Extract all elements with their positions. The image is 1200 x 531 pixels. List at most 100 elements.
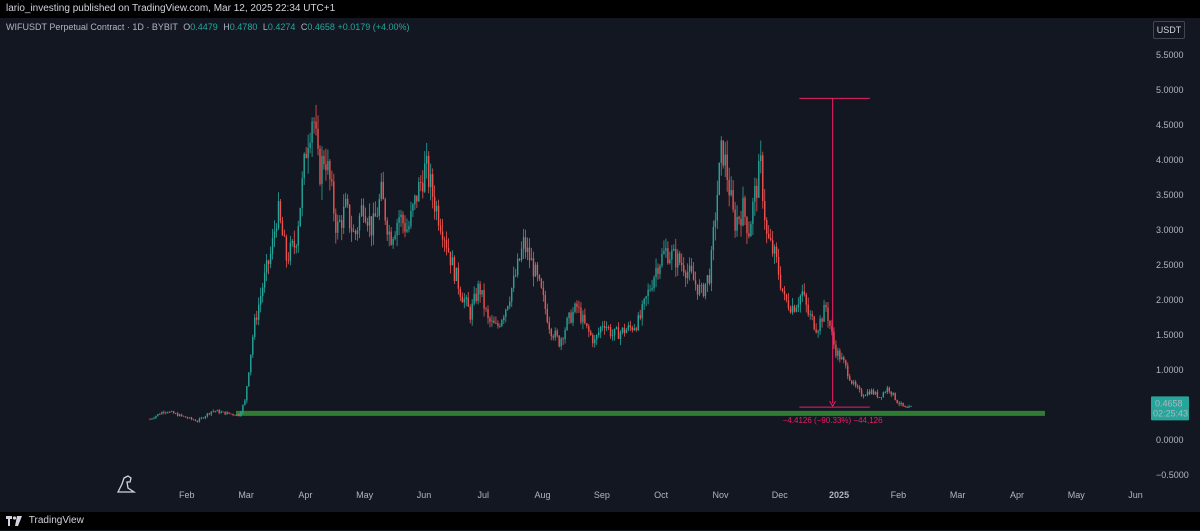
candle-body [548,322,550,330]
candle-body [362,205,365,217]
candle-body [637,315,639,330]
candle-body [777,257,780,275]
candle-body [232,413,234,415]
candle-body [874,391,877,395]
candle-body [726,154,728,180]
candle-body [530,258,533,261]
candle-body [524,237,527,253]
candle-body [801,291,803,296]
candle-body [783,290,786,295]
candle-body [665,248,667,251]
candle-body [402,214,404,224]
candle-body [477,283,479,301]
candle-body [821,318,823,322]
candle-body [370,216,373,236]
candle-body [779,274,782,289]
candle-body [516,258,519,276]
candle-body [686,271,689,279]
time-tick-label: Dec [772,490,789,500]
time-axis[interactable]: Feb Mar Apr May Jun Jul Aug Sep Oct Nov Dec 2025 Feb… [179,490,1143,500]
candle-body [238,414,240,416]
candle-body [528,247,531,261]
time-tick-label: Mar [950,490,966,500]
price-tick-label: 0.0000 [1156,435,1184,445]
candle-body [200,417,203,419]
currency-button[interactable]: USDT [1153,21,1185,39]
price-axis[interactable]: 5.5000 5.0000 4.5000 4.0000 3.5000 3.0000 2.50… [1156,50,1189,480]
candle-body [368,216,371,226]
low-label: L [262,22,268,32]
candle-body [487,309,489,319]
candle-body [258,304,260,320]
candle-body [281,220,284,236]
candle-body [764,201,766,221]
candle-body [789,308,792,313]
time-tick-label: May [356,490,374,500]
candle-body [230,413,232,415]
measure-tool[interactable]: −4.4126 (−90.33%) −44,126 [783,97,883,425]
candle-body [667,248,669,264]
candle-body [594,339,596,344]
price-chart[interactable]: 5.5000 5.0000 4.5000 4.0000 3.5000 3.0000 2.50… [0,18,1200,512]
candle-body [180,414,183,416]
candle-body [293,241,295,248]
candle-body [588,326,590,332]
change-value: +0.0179 (+4.00%) [337,22,410,32]
candle-body [696,284,699,295]
candle-body [627,325,630,330]
candle-body [277,201,280,229]
candle-body [803,291,805,295]
candle-body [797,304,800,308]
symbol-title: WIFUSDT Perpetual Contract · 1D · BYBIT [6,22,178,32]
candle-body [552,336,554,338]
price-tick-label: 5.0000 [1156,85,1184,95]
high-label: H [223,22,230,32]
candle-body [246,386,248,401]
candle-body [609,327,612,337]
candle-body [218,410,220,414]
candle-body [546,309,549,323]
candle-body [378,199,380,216]
candle-body [337,221,339,233]
candle-body [590,331,592,335]
candle-body [333,181,335,214]
measure-arrow-icon [829,400,837,408]
candle-body [793,305,796,312]
candle-body [540,279,543,288]
candle-body [269,253,272,264]
price-tick-label: 3.5000 [1156,190,1184,200]
candle-body [392,238,394,245]
candle-body [767,233,770,238]
candle-body [900,402,902,405]
candle-body [633,328,635,331]
candle-body [694,280,697,285]
open-label: O [183,22,191,32]
candle-body [176,413,179,417]
candle-body [319,148,321,184]
candle-body [418,181,420,202]
candle-body [408,226,410,230]
candle-body [309,142,311,149]
candle-body [228,412,230,414]
candle-body [149,419,151,420]
candle-body [651,288,653,290]
candle-body [716,194,719,221]
candle-body [469,306,471,320]
candle-body [252,336,254,355]
candle-body [647,289,649,297]
candle-body [354,231,357,235]
candle-body [428,155,430,188]
price-badge-value: 0.4658 [1155,398,1183,408]
candle-body [473,293,475,304]
candle-body [795,307,798,312]
tv-dino-icon[interactable] [116,475,137,493]
candle-body [653,277,655,289]
candle-body [410,210,412,227]
candle-body [485,308,487,310]
candle-body [734,209,736,231]
candle-body [279,201,282,221]
candle-body [657,267,659,274]
last-price-badge: 0.4658 02:25:43 [1151,396,1189,421]
candle-body [771,239,774,254]
candle-body [819,318,821,332]
